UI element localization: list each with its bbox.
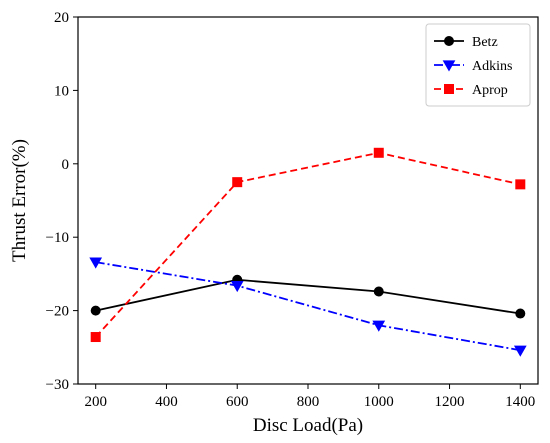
y-axis-label: Thrust Error(%) xyxy=(9,139,30,262)
series-layer xyxy=(89,147,527,357)
y-tick-label: 10 xyxy=(54,83,69,99)
legend-item-aprop: Aprop xyxy=(434,83,508,98)
plot-frame xyxy=(77,16,539,385)
data-point-betz xyxy=(515,308,526,319)
data-point-adkins xyxy=(89,257,103,269)
data-point-aprop xyxy=(373,147,384,158)
legend-label-adkins: Adkins xyxy=(472,59,512,74)
data-point-aprop xyxy=(232,177,243,188)
data-point-adkins xyxy=(372,320,386,332)
x-tick-label: 400 xyxy=(155,394,178,410)
series-line-adkins xyxy=(95,261,521,352)
legend-marker-adkins xyxy=(442,60,456,72)
legend-marker-aprop xyxy=(444,84,454,94)
series-line-betz xyxy=(95,278,521,315)
data-point-adkins xyxy=(230,281,244,293)
series-aprop xyxy=(90,147,526,343)
x-tick-label: 1000 xyxy=(364,394,394,410)
legend-item-betz: Betz xyxy=(434,35,498,50)
y-axis-ticks: −30 −20 −10 0 10 20 xyxy=(46,10,78,393)
y-tick-label: −20 xyxy=(46,304,69,320)
x-tick-label: 200 xyxy=(84,394,107,410)
y-tick-label: −10 xyxy=(46,230,69,246)
data-point-betz xyxy=(373,286,384,297)
legend-label-aprop: Aprop xyxy=(472,83,508,98)
data-point-aprop xyxy=(515,179,526,190)
series-adkins xyxy=(89,257,527,357)
x-tick-label: 1400 xyxy=(505,394,535,410)
legend-marker-betz xyxy=(444,36,454,46)
x-tick-label: 600 xyxy=(226,394,249,410)
data-point-adkins xyxy=(513,345,527,357)
data-point-betz xyxy=(90,305,101,316)
x-axis-ticks: 200 400 600 800 1000 1200 1400 xyxy=(84,384,535,410)
x-tick-label: 800 xyxy=(297,394,320,410)
data-point-aprop xyxy=(90,332,101,343)
y-tick-label: 20 xyxy=(54,10,69,26)
y-tick-label: −30 xyxy=(46,377,69,393)
series-line-aprop xyxy=(95,151,521,338)
series-betz xyxy=(90,274,526,319)
y-tick-label: 0 xyxy=(62,157,70,173)
legend-label-betz: Betz xyxy=(472,35,498,50)
x-tick-label: 1200 xyxy=(435,394,465,410)
legend-item-adkins: Adkins xyxy=(434,59,512,74)
x-axis-label: Disc Load(Pa) xyxy=(253,415,363,436)
legend: Betz Adkins Aprop xyxy=(425,23,531,107)
